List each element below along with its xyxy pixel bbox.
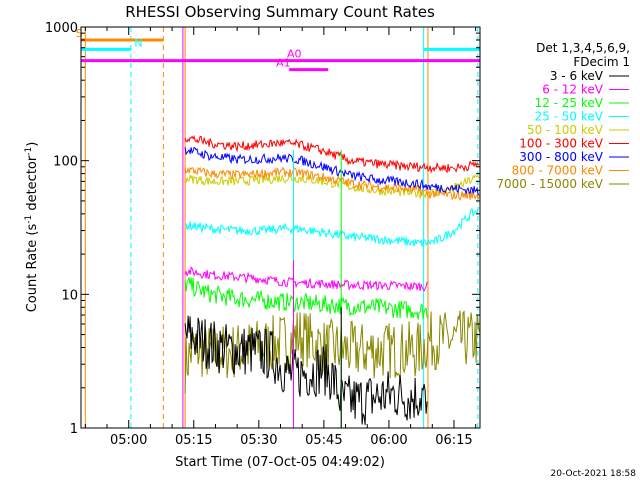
x-tick-label-4: 06:00 xyxy=(370,433,407,448)
y-tick-label-1: 10 xyxy=(61,288,78,303)
legend-label-5: 100 - 300 keV xyxy=(519,137,603,151)
spike-lines xyxy=(293,150,342,428)
y-label-part-2: detector xyxy=(25,155,40,215)
y-label-part-4: ) xyxy=(25,142,40,147)
y-label-part-1: -1 xyxy=(24,215,34,224)
mode-label-A0: A0 xyxy=(287,48,302,61)
series-line-2 xyxy=(184,276,428,320)
mode-label-A1: A1 xyxy=(276,57,291,70)
timestamp: 20-Oct-2021 18:58 xyxy=(551,469,637,479)
legend-label-1: 6 - 12 keV xyxy=(542,83,604,97)
mode-label-S: S xyxy=(76,27,83,40)
x-tick-label-3: 05:45 xyxy=(305,433,342,448)
series-line-0 xyxy=(184,315,428,425)
y-tick-label-3: 1000 xyxy=(45,21,78,36)
mode-label-N: N xyxy=(134,36,142,49)
series-line-1 xyxy=(184,266,428,292)
axes: 1 10 100 1000 05:00 05:15 05:30 05:45 06:00 06:15 xyxy=(45,21,481,448)
legend-header-1: FDecim 1 xyxy=(573,55,630,69)
y-label-part-0: Count Rate (s xyxy=(25,224,40,313)
legend-label-8: 7000 - 15000 keV xyxy=(496,177,603,191)
x-tick-label-2: 05:30 xyxy=(240,433,277,448)
x-tick-label-1: 05:15 xyxy=(175,433,212,448)
series-line-7 xyxy=(184,166,480,201)
y-label-part-3: -1 xyxy=(24,147,34,156)
series-lines xyxy=(184,134,480,425)
series-line-5 xyxy=(184,134,480,174)
legend-label-3: 25 - 50 keV xyxy=(535,110,604,124)
x-tick-label-5: 06:15 xyxy=(435,433,472,448)
legend-label-6: 300 - 800 keV xyxy=(519,150,603,164)
series-line-8 xyxy=(184,310,480,394)
vertical-markers xyxy=(84,27,479,428)
x-axis-label: Start Time (07-Oct-05 04:49:02) xyxy=(175,455,385,470)
legend-label-4: 50 - 100 keV xyxy=(527,123,604,137)
y-tick-label-0: 1 xyxy=(70,422,78,437)
legend-label-7: 800 - 7000 keV xyxy=(512,164,604,178)
legend-header-0: Det 1,3,4,5,6,9, xyxy=(536,41,630,55)
x-tick-label-0: 05:00 xyxy=(110,433,147,448)
legend-label-2: 12 - 25 keV xyxy=(535,96,604,110)
series-line-4 xyxy=(184,174,480,200)
series-line-3 xyxy=(185,207,480,247)
y-tick-label-2: 100 xyxy=(53,155,78,170)
series-line-6 xyxy=(184,146,480,196)
chart-title: RHESSI Observing Summary Count Rates xyxy=(125,3,435,21)
legend-label-0: 3 - 6 keV xyxy=(550,69,604,83)
y-axis-label: Count Rate (s-1 detector-1) xyxy=(24,142,40,313)
